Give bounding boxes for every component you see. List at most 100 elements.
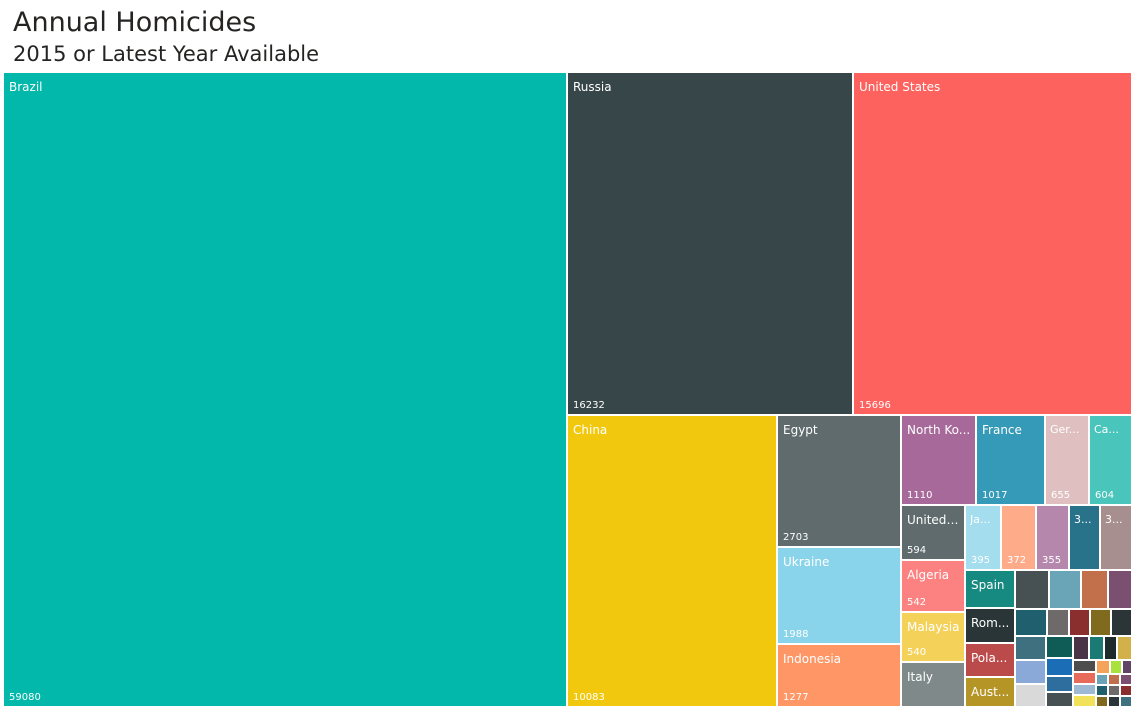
tile-value: 1988 [783,629,809,640]
tile-small-country[interactable] [1120,685,1132,696]
tile-small-country[interactable] [1046,636,1073,658]
tile-small-country[interactable] [1047,609,1069,636]
tile-small-country[interactable] [1096,660,1110,674]
tile-small-country[interactable] [1015,570,1049,609]
tile-value: 1110 [907,490,933,501]
tile-small-country[interactable] [1073,672,1096,684]
tile-label: Malaysia [907,620,960,634]
tile-small-country[interactable] [1049,570,1081,609]
tile-small-country[interactable] [1096,685,1108,696]
tile-china[interactable]: China 10083 [567,415,777,707]
tile-small-country[interactable] [1108,570,1132,609]
tile-malaysia[interactable]: Malaysia 540 [901,612,965,662]
tile-value: 395 [971,555,991,566]
tile-value: 2703 [783,532,809,543]
tile-value: 16232 [573,400,605,411]
tile-value: 594 [907,545,927,556]
tile-small-country[interactable] [1015,636,1046,660]
tile-italy[interactable]: Italy [901,662,965,707]
tile-small-country[interactable] [1108,674,1120,685]
tile-value: 1017 [982,490,1008,501]
tile-label: Ca... [1094,423,1119,436]
tile-ukraine[interactable]: Ukraine 1988 [777,547,901,644]
tile-germany[interactable]: Ger... 655 [1045,415,1089,505]
tile-label: Ja... [970,513,991,526]
treemap: Brazil 59080 Russia 16232 United States 15696… [0,71,1138,713]
tile-indonesia[interactable]: Indonesia 1277 [777,644,901,707]
tile-small-country[interactable] [1096,674,1108,685]
tile-small-country[interactable] [1108,685,1120,696]
tile-spain[interactable]: Spain [965,570,1015,608]
tile-small-country[interactable] [1073,684,1096,695]
tile-small-country[interactable] [1015,609,1047,636]
tile-value: 655 [1051,490,1071,501]
tile-value: 372 [1007,555,1027,566]
tile-label: China [573,423,608,437]
tile-small-country[interactable] [1111,609,1132,636]
tile-label: 3... [1105,513,1123,526]
tile-label: Ger... [1050,423,1080,436]
tile-label: Egypt [783,423,818,437]
tile-unlabeled-16[interactable]: 372 [1001,505,1036,570]
tile-canada[interactable]: Ca... 604 [1089,415,1132,505]
tile-label: Pola... [971,651,1008,665]
tile-united-states[interactable]: United States 15696 [853,72,1132,415]
tile-brazil[interactable]: Brazil 59080 [3,72,567,707]
tile-label: France [982,423,1022,437]
tile-small-country[interactable] [1120,674,1132,685]
tile-small-country[interactable] [1046,676,1073,692]
tile-small-country[interactable] [1073,660,1096,672]
tile-small-country[interactable] [1117,636,1132,660]
tile-small-country[interactable] [1104,636,1117,660]
tile-label: Indonesia [783,652,842,666]
tile-unlabeled-17[interactable]: 355 [1036,505,1069,570]
tile-russia[interactable]: Russia 16232 [567,72,853,415]
tile-france[interactable]: France 1017 [976,415,1045,505]
tile-unlabeled-18[interactable]: 3... [1069,505,1100,570]
tile-australia[interactable]: Aust... [965,677,1015,707]
tile-small-country[interactable] [1046,658,1073,676]
tile-north-korea[interactable]: North Ko... 1110 [901,415,976,505]
chart-subtitle: 2015 or Latest Year Available [13,42,320,66]
tile-label: Algeria [907,568,950,582]
tile-value: 604 [1095,490,1115,501]
tile-unlabeled-19[interactable]: 3... [1100,505,1132,570]
tile-value: 355 [1042,555,1062,566]
tile-value: 59080 [9,692,41,703]
tile-small-country[interactable] [1015,660,1046,684]
tile-value: 1277 [783,692,809,703]
tile-small-country[interactable] [1108,696,1120,707]
tile-value: 542 [907,597,927,608]
tile-value: 15696 [859,400,891,411]
tile-label: United States [859,80,941,94]
tile-small-country[interactable] [1090,609,1111,636]
tile-japan[interactable]: Ja... 395 [965,505,1001,570]
tile-romania[interactable]: Rom... [965,608,1015,643]
tile-value: 10083 [573,692,605,703]
tile-label: Rom... [971,616,1010,630]
tile-egypt[interactable]: Egypt 2703 [777,415,901,547]
chart-title: Annual Homicides [13,7,257,38]
tile-algeria[interactable]: Algeria 542 [901,560,965,612]
tile-small-country[interactable] [1081,570,1108,609]
tile-small-country[interactable] [1015,684,1046,707]
tile-value: 540 [907,647,927,658]
tile-poland[interactable]: Pola... [965,643,1015,677]
tile-small-country[interactable] [1120,696,1132,707]
tile-label: Italy [907,670,934,684]
tile-small-country[interactable] [1073,695,1096,707]
tile-small-country[interactable] [1073,636,1089,660]
tile-label: Ukraine [783,555,830,569]
tile-label: Russia [573,80,612,94]
tile-small-country[interactable] [1110,660,1122,674]
tile-small-country[interactable] [1122,660,1132,674]
tile-label: Spain [971,578,1005,592]
tile-united-kingdom[interactable]: United ... 594 [901,505,965,560]
tile-small-country[interactable] [1096,696,1108,707]
tile-label: Brazil [9,80,43,94]
tile-small-country[interactable] [1089,636,1104,660]
tile-label: 3... [1074,513,1092,526]
tile-small-country[interactable] [1069,609,1090,636]
tile-label: United ... [907,513,961,527]
tile-small-country[interactable] [1046,692,1073,707]
